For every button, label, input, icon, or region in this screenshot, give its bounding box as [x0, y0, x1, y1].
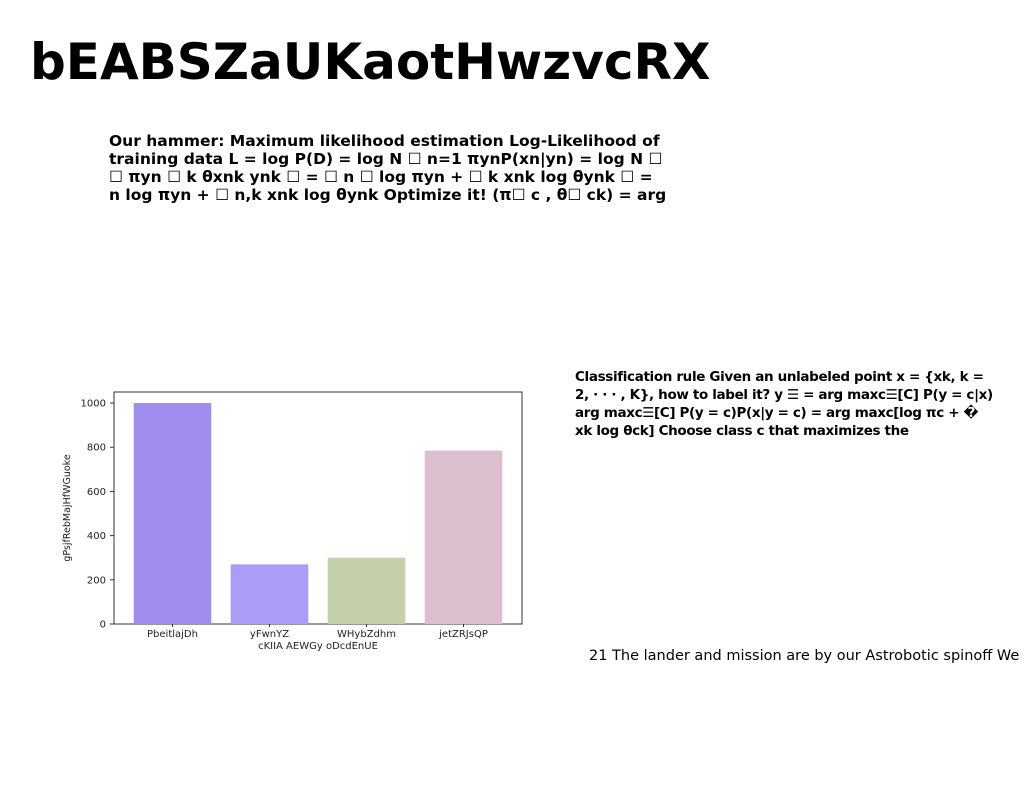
bar-WHybZdhm: [327, 557, 406, 624]
x-tick-label: PbeitlajDh: [147, 629, 198, 640]
classification-rule-text-block: Classification rule Given an unlabeled p…: [575, 369, 993, 439]
y-tick-label: 0: [100, 620, 106, 631]
y-axis-label: gPsjfRebMajHfWGuoke: [62, 454, 73, 561]
x-axis-label: cKIIA AEWGy oDcdEnUE: [258, 641, 378, 652]
y-tick-label: 200: [87, 575, 106, 586]
y-tick-label: 400: [87, 531, 106, 542]
x-tick-label: WHybZdhm: [337, 629, 396, 640]
bar-PbeitlajDh: [133, 403, 212, 624]
x-tick-label: jetZRJsQP: [438, 629, 488, 640]
bar-jetZRJsQP: [424, 450, 503, 624]
y-tick-label: 1000: [81, 399, 106, 410]
x-tick-label: yFwnYZ: [250, 629, 289, 640]
likelihood-text-block: Our hammer: Maximum likelihood estimatio…: [109, 132, 667, 204]
plot-frame: [113, 391, 523, 625]
bar-yFwnYZ: [230, 564, 309, 624]
bar-chart: PbeitlajDh yFwnYZ WHybZdhm jetZRJsQP 0 200 400…: [56, 384, 536, 656]
y-tick-label: 800: [87, 443, 106, 454]
footnote-text: 21 The lander and mission are by our Ast…: [589, 648, 1020, 664]
bar-chart-svg: PbeitlajDh yFwnYZ WHybZdhm jetZRJsQP 0 200 400…: [62, 391, 523, 652]
page-title: bEABSZaUKaotHwzvcRX: [30, 33, 711, 91]
y-tick-label: 600: [87, 487, 106, 498]
